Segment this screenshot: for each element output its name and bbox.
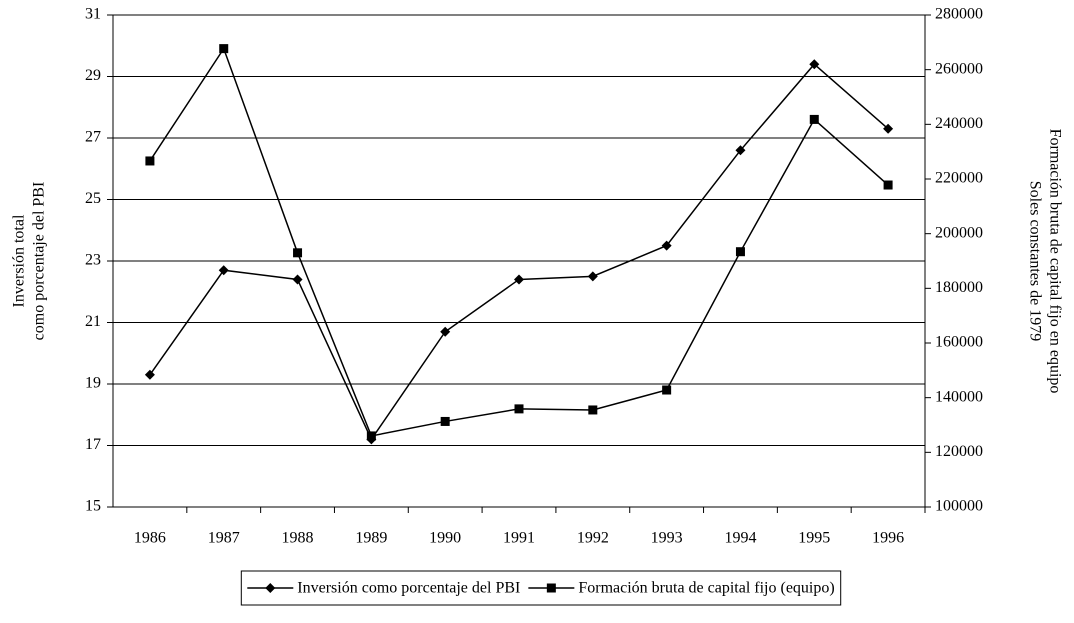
y-tick-label: 17 <box>85 436 101 453</box>
y2-tick-label: 100000 <box>935 498 983 515</box>
x-tick-label: 1987 <box>208 530 240 547</box>
x-tick-label: 1991 <box>503 530 535 547</box>
y-axis-label: Inversión total <box>11 214 28 307</box>
y2-tick-label: 160000 <box>935 334 983 351</box>
data-point <box>219 44 229 54</box>
y-tick-label: 23 <box>85 252 101 269</box>
data-point <box>883 180 893 190</box>
y-tick-label: 19 <box>85 375 101 392</box>
y-tick-label: 29 <box>85 67 101 84</box>
x-tick-label: 1992 <box>577 530 609 547</box>
data-point <box>588 405 598 415</box>
x-tick-label: 1994 <box>724 530 756 547</box>
legend-label: Inversión como porcentaje del PBI <box>297 580 520 597</box>
data-point <box>809 59 820 70</box>
y2-tick-label: 260000 <box>935 60 983 77</box>
y-tick-label: 25 <box>85 190 101 207</box>
data-point <box>218 265 229 276</box>
series-line <box>149 63 889 441</box>
y2-axis-label: Soles constantes de 1979 <box>1026 181 1043 341</box>
data-point <box>662 385 672 395</box>
y2-tick-label: 280000 <box>935 6 983 23</box>
plot-frame <box>112 14 926 508</box>
y2-tick-label: 180000 <box>935 279 983 296</box>
data-point <box>735 145 746 156</box>
y-tick-label: 31 <box>85 6 101 23</box>
data-point <box>883 123 894 134</box>
x-tick-label: 1993 <box>651 530 683 547</box>
x-tick-label: 1989 <box>355 530 387 547</box>
legend-item: Formación bruta de capital fijo (equipo) <box>528 580 835 597</box>
data-point <box>440 416 450 426</box>
data-point <box>293 248 303 258</box>
y2-axis-label: Formación bruta de capital fijo en equip… <box>1046 129 1063 394</box>
x-tick-label: 1990 <box>429 530 461 547</box>
data-point <box>735 247 745 257</box>
data-point <box>661 240 672 251</box>
y2-tick-label: 240000 <box>935 115 983 132</box>
y-tick-label: 21 <box>85 313 101 330</box>
x-tick-label: 1986 <box>134 530 166 547</box>
data-point <box>809 114 819 124</box>
x-tick-label: 1988 <box>282 530 314 547</box>
x-tick-label: 1996 <box>872 530 904 547</box>
data-point <box>440 326 451 337</box>
y2-tick-label: 140000 <box>935 388 983 405</box>
y2-tick-label: 200000 <box>935 224 983 241</box>
data-point <box>514 274 524 285</box>
data-point <box>587 271 598 282</box>
y2-tick-label: 120000 <box>935 443 983 460</box>
legend: Inversión como porcentaje del PBI Formaci… <box>240 570 842 606</box>
y2-tick-label: 220000 <box>935 170 983 187</box>
legend-marker <box>265 583 276 593</box>
x-tick-label: 1995 <box>798 530 830 547</box>
y-axis-label: como porcentaje del PBI <box>31 182 48 341</box>
data-point <box>292 274 303 285</box>
legend-item: Inversión como porcentaje del PBI <box>247 580 520 597</box>
data-point <box>144 369 155 380</box>
y-tick-label: 15 <box>85 498 101 515</box>
data-point <box>514 404 524 414</box>
data-point <box>145 156 155 166</box>
legend-marker <box>546 583 556 593</box>
y-tick-label: 27 <box>85 129 101 146</box>
legend-label: Formación bruta de capital fijo (equipo) <box>578 580 834 597</box>
data-point <box>366 431 376 441</box>
